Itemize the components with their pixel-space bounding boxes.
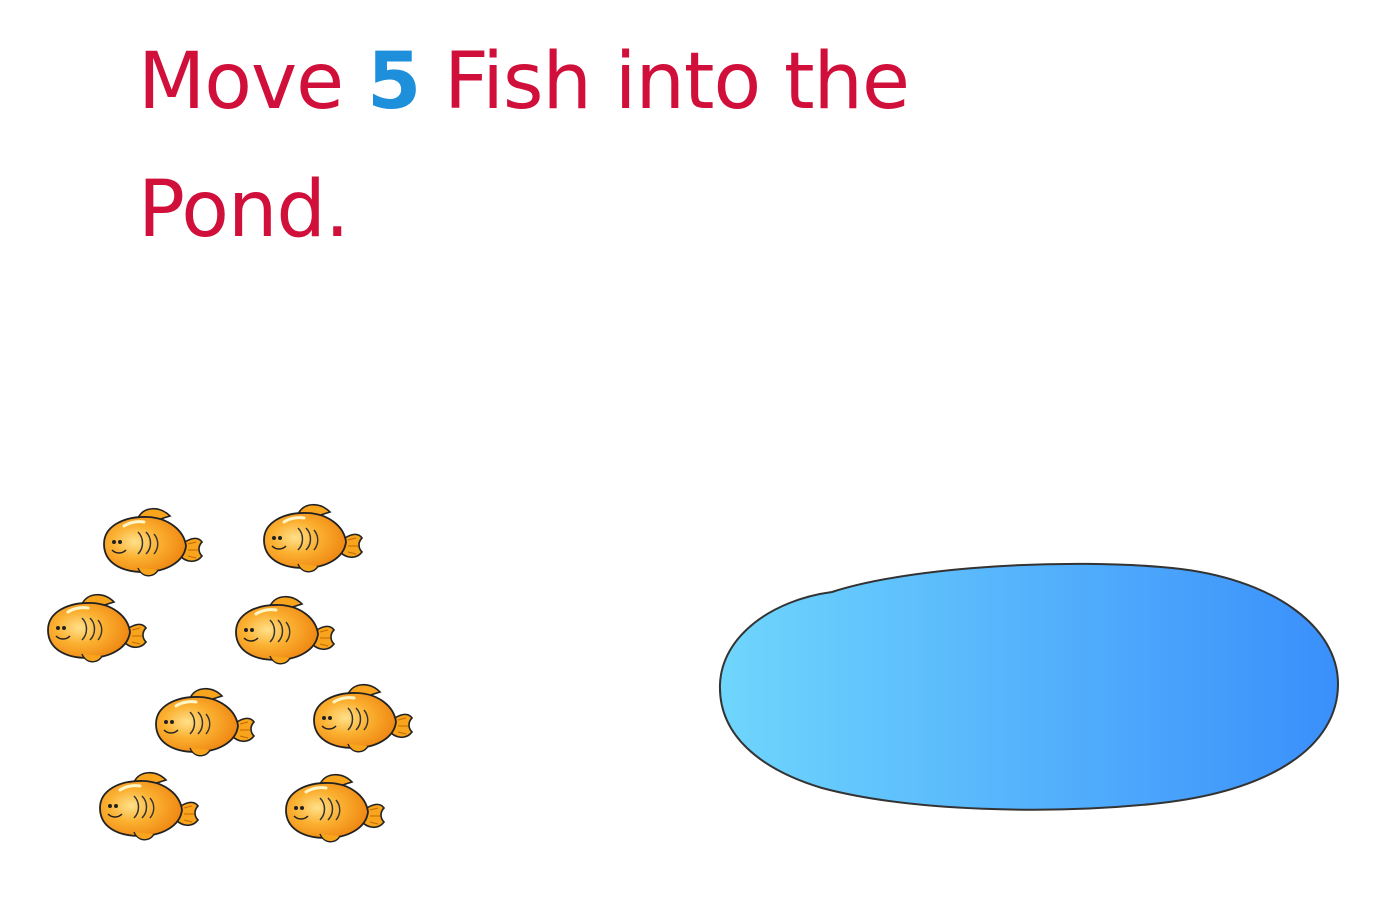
- fish-icon[interactable]: [230, 592, 336, 668]
- fish-icon[interactable]: [94, 768, 200, 844]
- pond-drop-target[interactable]: [712, 556, 1344, 814]
- fish-icon[interactable]: [98, 504, 204, 580]
- fish-icon[interactable]: [308, 680, 414, 756]
- fish-icon[interactable]: [42, 590, 148, 666]
- fish-icon[interactable]: [258, 500, 364, 576]
- instruction-prefix: Move: [138, 37, 367, 127]
- fish-icon[interactable]: [150, 684, 256, 760]
- fish-icon[interactable]: [280, 770, 386, 846]
- fish-count: 5: [366, 37, 421, 127]
- instruction-title: Move 5 Fish into the Pond.: [138, 18, 1098, 274]
- instruction-suffix: Fish into the Pond.: [138, 37, 910, 255]
